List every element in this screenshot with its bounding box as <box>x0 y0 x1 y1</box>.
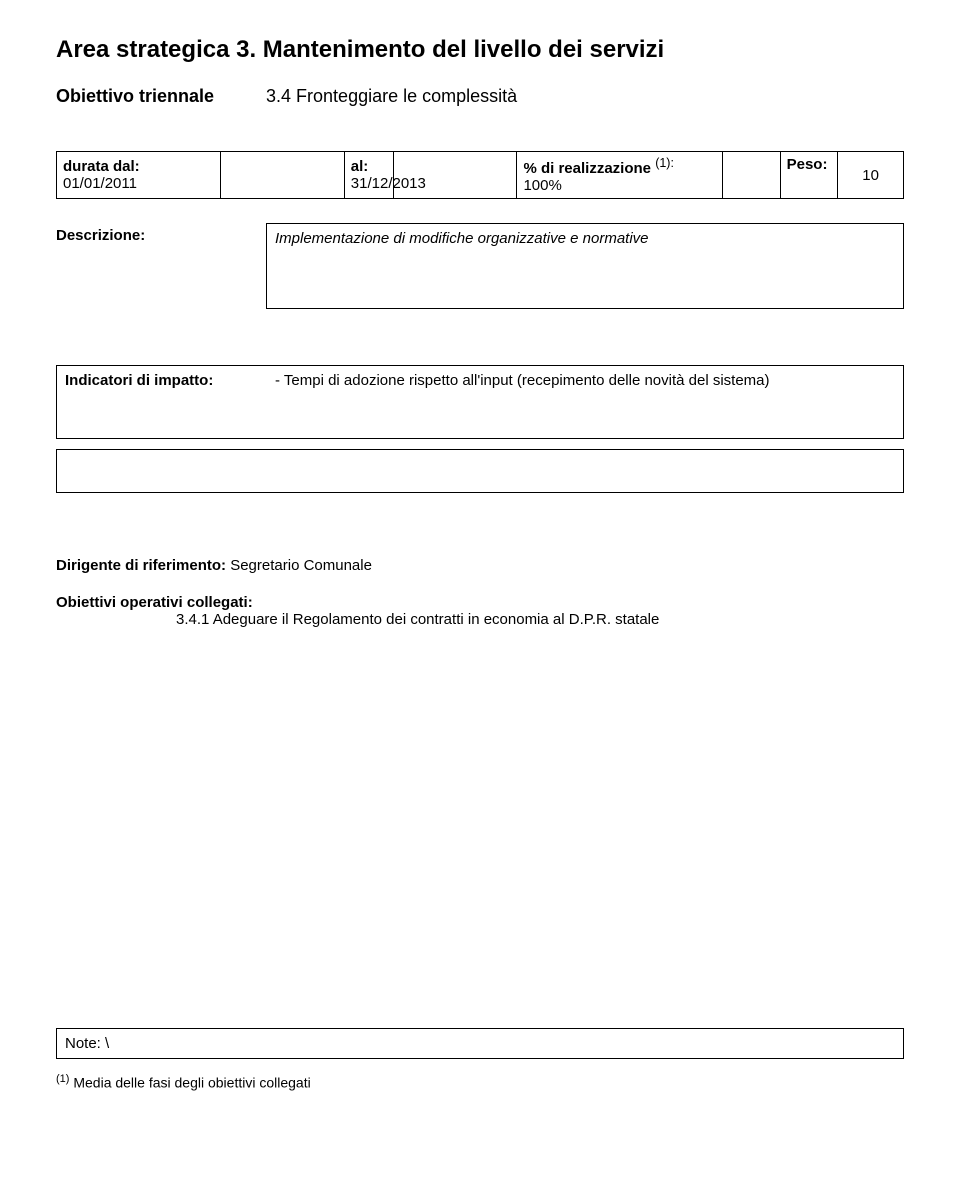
obiettivi-op-label: Obiettivi operativi collegati: <box>56 594 904 611</box>
empty-box <box>56 449 904 493</box>
obiettivi-operativi: Obiettivi operativi collegati: 3.4.1 Ade… <box>56 594 904 628</box>
durata-label-cell: durata dal: 01/01/2011 <box>57 152 221 199</box>
impact-value: - Tempi di adozione rispetto all'input (… <box>267 366 903 438</box>
objective-subtitle: Obiettivo triennale 3.4 Fronteggiare le … <box>56 86 904 107</box>
subtitle-value: 3.4 Fronteggiare le complessità <box>266 86 517 107</box>
footnote-sup: (1) <box>56 1073 69 1085</box>
note-label: Note: <box>65 1035 101 1052</box>
realizz-spacer <box>723 152 781 199</box>
obiettivi-op-item: 3.4.1 Adeguare il Regolamento dei contra… <box>56 611 659 628</box>
subtitle-text: Fronteggiare le complessità <box>296 86 517 106</box>
subtitle-number: 3.4 <box>266 86 291 106</box>
dirigente-label: Dirigente di riferimento: <box>56 557 226 574</box>
duration-table: durata dal: 01/01/2011 al: 31/12/2013 % … <box>56 151 904 199</box>
impact-indicators-box: Indicatori di impatto: - Tempi di adozio… <box>56 365 904 439</box>
subtitle-label: Obiettivo triennale <box>56 86 266 107</box>
description-box: Implementazione di modifiche organizzati… <box>266 223 904 309</box>
dirigente-row: Dirigente di riferimento: Segretario Com… <box>56 557 904 574</box>
dirigente-value: Segretario Comunale <box>230 557 372 574</box>
footnote-text: Media delle fasi degli obiettivi collega… <box>73 1075 310 1091</box>
note-value: \ <box>105 1035 109 1052</box>
footnote: (1) Media delle fasi degli obiettivi col… <box>56 1073 904 1091</box>
peso-value-cell: 10 <box>838 152 904 199</box>
note-box: Note: \ <box>56 1028 904 1059</box>
description-row: Descrizione: Implementazione di modifich… <box>56 223 904 309</box>
description-label: Descrizione: <box>56 223 266 244</box>
al-cell: al: 31/12/2013 <box>344 152 393 199</box>
page-title: Area strategica 3. Mantenimento del live… <box>56 36 904 64</box>
impact-label: Indicatori di impatto: <box>57 366 267 438</box>
peso-label-cell: Peso: <box>780 152 838 199</box>
realizz-cell: % di realizzazione (1): 100% <box>517 152 723 199</box>
durata-spacer <box>221 152 344 199</box>
